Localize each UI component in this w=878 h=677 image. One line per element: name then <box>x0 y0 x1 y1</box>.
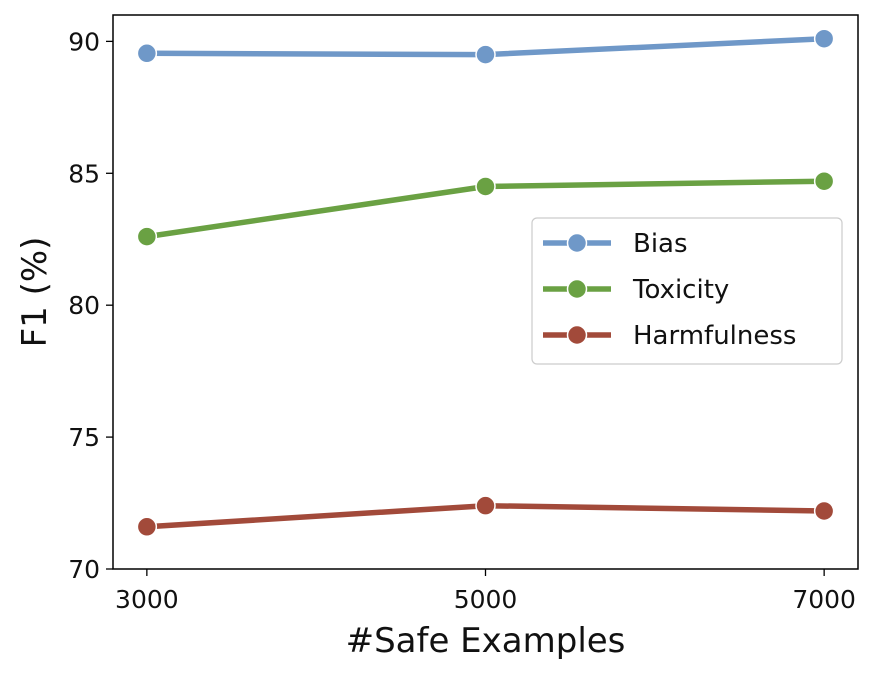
legend-label-toxicity: Toxicity <box>632 275 729 305</box>
x-tick-label: 3000 <box>115 585 179 614</box>
legend-frame <box>531 217 843 365</box>
y-tick-label: 70 <box>68 555 100 584</box>
data-point-bias <box>475 44 496 65</box>
y-tick-label: 75 <box>68 423 100 452</box>
data-point-bias <box>136 43 158 64</box>
legend-marker-toxicity <box>566 278 588 300</box>
legend-marker-harmfulness <box>566 324 588 346</box>
y-tick-label: 90 <box>68 27 100 56</box>
series-layer <box>136 28 835 538</box>
legend-label-bias: Bias <box>633 229 688 259</box>
x-tick-label: 7000 <box>792 585 856 614</box>
legend-marker-bias <box>566 232 588 254</box>
data-point-harmfulness <box>813 500 835 522</box>
legend-label-harmfulness: Harmfulness <box>633 321 796 351</box>
data-point-toxicity <box>813 170 835 192</box>
legend: Bias Toxicity Harmfulness <box>531 217 843 365</box>
data-point-harmfulness <box>136 516 158 538</box>
y-tick-label: 80 <box>68 291 100 320</box>
data-point-toxicity <box>475 176 496 197</box>
x-tick-label: 5000 <box>454 585 518 614</box>
y-axis-title: F1 (%) <box>15 237 55 348</box>
data-point-toxicity <box>136 226 158 247</box>
data-point-harmfulness <box>475 495 496 516</box>
y-tick-label: 85 <box>68 159 100 188</box>
y-axis: 70 75 80 85 90 <box>68 27 113 584</box>
x-axis-title: #Safe Examples <box>346 621 626 661</box>
data-point-bias <box>813 28 835 49</box>
x-axis: 3000 5000 7000 <box>115 569 856 614</box>
